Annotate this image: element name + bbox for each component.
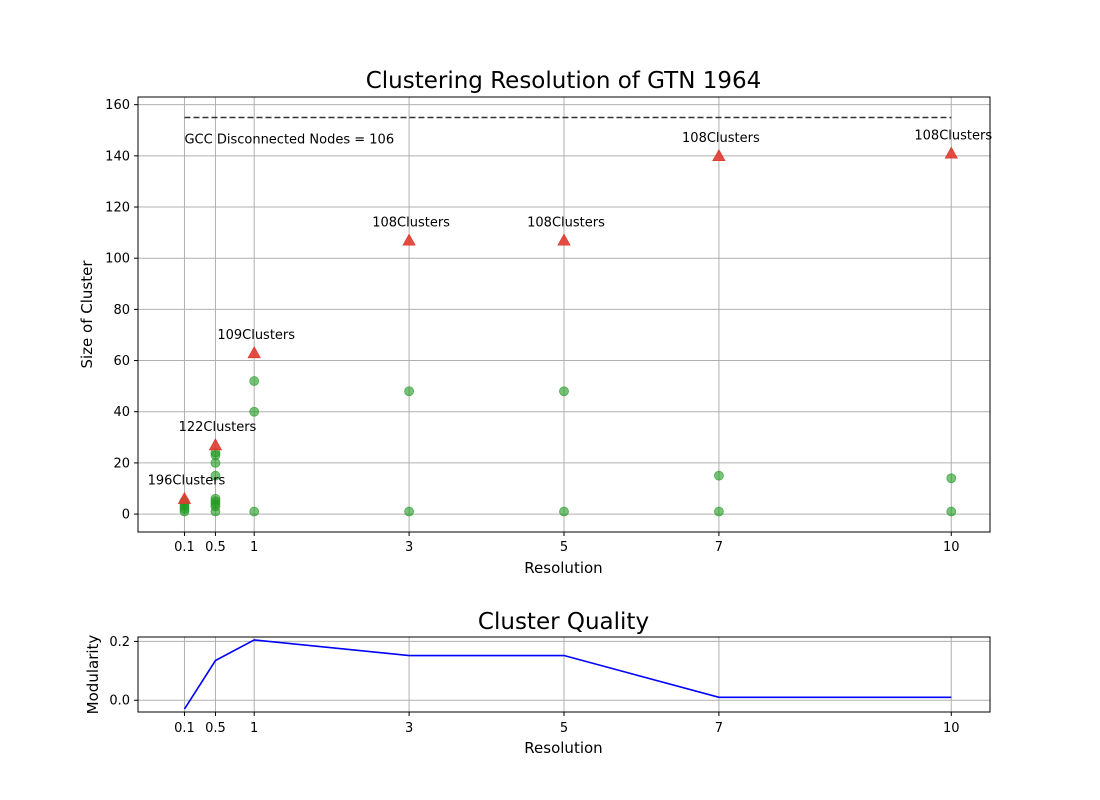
x-tick-label: 7: [715, 721, 723, 736]
modularity-line: [183, 639, 952, 710]
cluster-count-annotations: 196Clusters 122Clusters 109Clusters 108Clus…: [148, 128, 993, 488]
y-axis-ticks: 0.0 0.2: [109, 635, 138, 709]
cluster-point: [404, 506, 414, 517]
x-tick-label: 0.1: [174, 721, 195, 736]
chart-title: Cluster Quality: [478, 609, 649, 635]
cluster-point: [210, 458, 221, 468]
x-tick-label: 3: [405, 721, 413, 736]
x-axis-label: Resolution: [524, 559, 602, 577]
y-tick-label: 140: [105, 149, 130, 164]
x-tick-label: 1: [250, 540, 258, 555]
largest-cluster-point: [557, 233, 571, 246]
largest-cluster-series: [177, 146, 958, 504]
x-tick-label: 10: [943, 540, 960, 555]
x-axis-ticks: 0.1 0.5 1 3 5 7 10: [174, 712, 960, 736]
cluster-point: [946, 473, 957, 484]
largest-cluster-point: [944, 146, 958, 159]
y-tick-label: 0.0: [109, 694, 130, 709]
x-tick-label: 3: [405, 540, 413, 555]
cluster-count-label: 109Clusters: [217, 328, 295, 343]
cluster-point: [714, 506, 724, 517]
largest-cluster-point: [712, 149, 726, 162]
cluster-point: [946, 506, 957, 517]
cluster-count-label: 108Clusters: [527, 215, 605, 230]
largest-cluster-point: [247, 346, 261, 359]
x-tick-label: 1: [250, 721, 258, 736]
cluster-point: [210, 470, 221, 481]
cluster-point: [404, 386, 414, 397]
cluster-count-label: 108Clusters: [682, 131, 760, 146]
grid-lines: [138, 97, 990, 532]
y-tick-label: 120: [105, 201, 130, 216]
modularity-series: [183, 639, 952, 710]
cluster-point: [714, 470, 724, 481]
cluster-point: [179, 506, 190, 517]
cluster-count-label: 122Clusters: [179, 420, 257, 435]
y-tick-label: 160: [105, 98, 130, 113]
x-tick-label: 5: [560, 540, 568, 555]
cluster-point: [210, 506, 221, 517]
x-axis-ticks: 0.1 0.5 1 3 5 7 10: [174, 532, 960, 555]
x-axis-label: Resolution: [524, 739, 602, 757]
y-tick-label: 80: [113, 303, 130, 318]
cluster-quality-chart: Cluster Quality 0.1 0.5 1 3 5 7 10 0.0 0.2 Reso…: [84, 609, 991, 757]
grid-lines: [138, 637, 990, 712]
cluster-point: [249, 506, 260, 517]
cluster-point: [559, 506, 569, 517]
gcc-reference-label: GCC Disconnected Nodes = 106: [184, 132, 394, 147]
y-axis-ticks: 0 20 40 60 80 100 120 140 160: [105, 98, 138, 523]
cluster-point: [249, 406, 260, 417]
y-tick-label: 100: [105, 252, 130, 267]
x-tick-label: 0.5: [205, 721, 226, 736]
cluster-count-label: 108Clusters: [372, 215, 450, 230]
cluster-point: [249, 376, 260, 386]
cluster-size-chart: Clustering Resolution of GTN 1964 GCC Di…: [78, 68, 992, 577]
cluster-point: [559, 386, 569, 397]
x-tick-label: 5: [560, 721, 568, 736]
y-tick-label: 60: [113, 354, 130, 369]
x-tick-label: 0.1: [174, 540, 195, 555]
largest-cluster-point: [177, 491, 192, 504]
cluster-count-label: 108Clusters: [914, 128, 992, 143]
chart-title: Clustering Resolution of GTN 1964: [366, 68, 762, 94]
x-tick-label: 10: [943, 721, 960, 736]
reference-line-group: GCC Disconnected Nodes = 106: [184, 116, 952, 147]
cluster-count-label: 196Clusters: [148, 474, 226, 489]
y-axis-label: Size of Cluster: [78, 260, 96, 369]
y-tick-label: 0: [122, 508, 130, 523]
largest-cluster-point: [208, 438, 223, 451]
y-tick-label: 40: [113, 405, 130, 420]
x-tick-label: 7: [715, 540, 723, 555]
y-axis-label: Modularity: [84, 635, 102, 715]
largest-cluster-point: [402, 233, 416, 246]
y-tick-label: 20: [113, 456, 130, 471]
x-tick-label: 0.5: [205, 540, 226, 555]
y-tick-label: 0.2: [109, 635, 130, 650]
